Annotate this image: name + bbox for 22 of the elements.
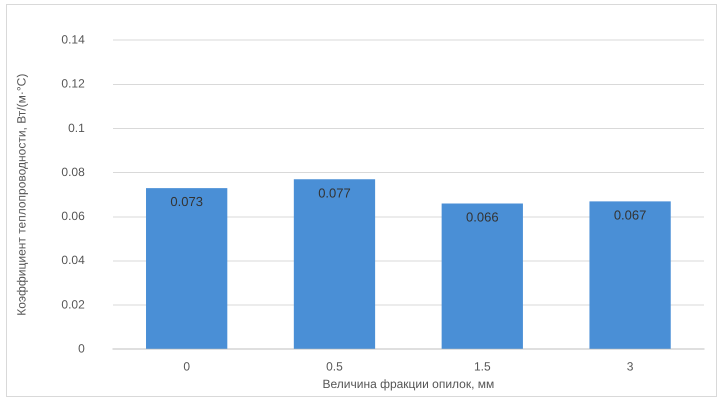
data-label: 0.067: [614, 207, 646, 222]
x-tick-label: 1.5: [474, 360, 491, 374]
bar: [589, 201, 671, 349]
data-label: 0.066: [466, 210, 499, 225]
y-tick-label: 0.02: [61, 297, 86, 312]
y-tick-label: 0.04: [61, 253, 86, 268]
x-tick-label: 0: [183, 360, 190, 374]
x-axis-title: Величина фракции опилок, мм: [322, 377, 494, 392]
y-axis-title: Коэффициент теплопроводности, Вт/(м·°C): [14, 74, 29, 316]
y-tick-label: 0.08: [61, 164, 86, 179]
y-tick-label: 0.1: [68, 120, 86, 135]
bar: [146, 188, 228, 349]
x-tick-label: 0.5: [326, 360, 344, 374]
bar: [442, 204, 523, 349]
data-label: 0.073: [170, 194, 203, 210]
y-tick-label: 0.06: [61, 209, 86, 224]
y-tick-label: 0.14: [61, 32, 86, 47]
y-tick-label: 0: [78, 342, 86, 356]
x-tick-label: 3: [626, 360, 634, 374]
bar: [294, 179, 376, 349]
y-tick-label: 0.12: [61, 76, 86, 91]
data-label: 0.077: [318, 185, 351, 200]
